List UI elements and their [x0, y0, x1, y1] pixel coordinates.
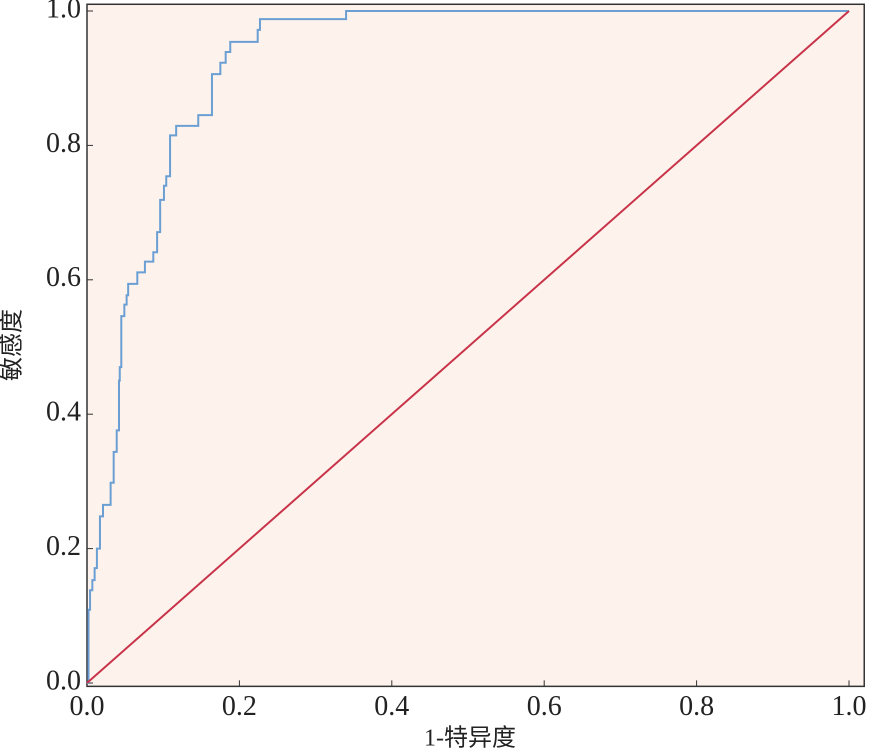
y-tick-label: 0.6 — [46, 262, 81, 293]
y-tick-label: 1.0 — [46, 0, 81, 24]
y-tick-label: 0.0 — [46, 665, 81, 696]
x-axis-label: 1-特异度 — [424, 725, 516, 752]
x-tick-label: 0.6 — [527, 691, 562, 722]
y-tick-label: 0.2 — [46, 531, 81, 562]
x-tick-label: 0.4 — [374, 691, 409, 722]
x-tick-label: 1.0 — [832, 691, 867, 722]
line-series — [87, 10, 849, 684]
y-axis-label: 敏感度 — [0, 309, 26, 381]
x-tick-label: 0.2 — [222, 691, 257, 722]
y-tick-label: 0.4 — [46, 397, 81, 428]
line-series — [86, 10, 850, 684]
x-tick-label: 0.0 — [70, 691, 105, 722]
y-tick-label: 0.8 — [46, 128, 81, 159]
plot-area — [86, 3, 865, 688]
x-tick-label: 0.8 — [679, 691, 714, 722]
